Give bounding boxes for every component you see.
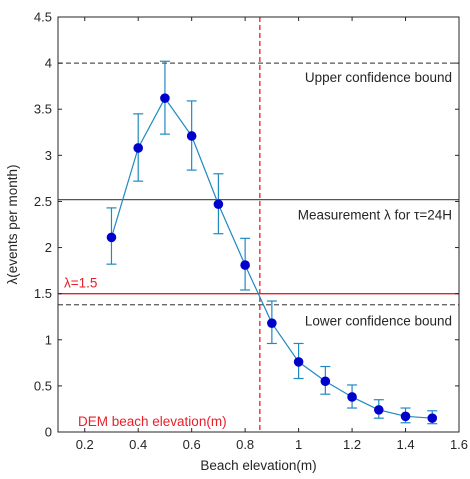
data-point [427,413,438,423]
upper-bound-label: Upper confidence bound [305,70,452,85]
y-tick-label: 1 [45,332,52,347]
plot-background [58,17,459,432]
data-point [400,411,411,422]
y-tick-label: 2 [45,240,52,255]
data-point [240,260,250,270]
y-tick-label: 4.5 [34,10,52,25]
y-tick-label: 2.5 [34,194,52,209]
x-tick-label: 1.2 [343,437,361,452]
data-point [267,318,277,328]
data-point [213,199,224,210]
x-tick-label: 0.6 [183,437,201,452]
y-tick-label: 3 [45,148,52,163]
data-point [347,392,357,402]
y-tick-label: 0.5 [34,378,52,393]
data-point [320,376,331,387]
y-axis-ticks: 0 0.5 1 1.5 2 2.5 3 3.5 4 4.5 [34,10,459,440]
data-point [106,232,117,243]
x-tick-label: 1.6 [450,437,468,452]
x-axis-ticks: 0.2 0.4 0.6 0.8 1 1.2 1.4 1.6 [76,17,468,452]
data-point [160,93,170,103]
lower-bound-label: Lower confidence bound [305,314,452,329]
data-point [293,357,304,367]
lambda-line-label: λ=1.5 [64,276,97,291]
data-point [133,143,143,153]
axes-box [57,16,460,433]
measurement-label: Measurement λ for τ=24H [298,208,452,223]
x-tick-label: 1.4 [396,437,414,452]
data-point [374,405,384,415]
y-axis-title: λ(events per month) [5,164,20,284]
x-tick-label: 1 [295,437,302,452]
plot-area [57,16,460,433]
x-axis-title: Beach elevation(m) [200,458,316,473]
y-tick-label: 4 [45,56,52,71]
dem-elevation-label: DEM beach elevation(m) [78,414,227,429]
y-tick-label: 0 [45,425,52,440]
x-tick-label: 0.4 [129,437,147,452]
x-tick-label: 0.8 [236,437,254,452]
y-tick-label: 1.5 [34,286,52,301]
data-point [186,131,197,141]
x-tick-label: 0.2 [76,437,94,452]
y-tick-label: 3.5 [34,102,52,117]
